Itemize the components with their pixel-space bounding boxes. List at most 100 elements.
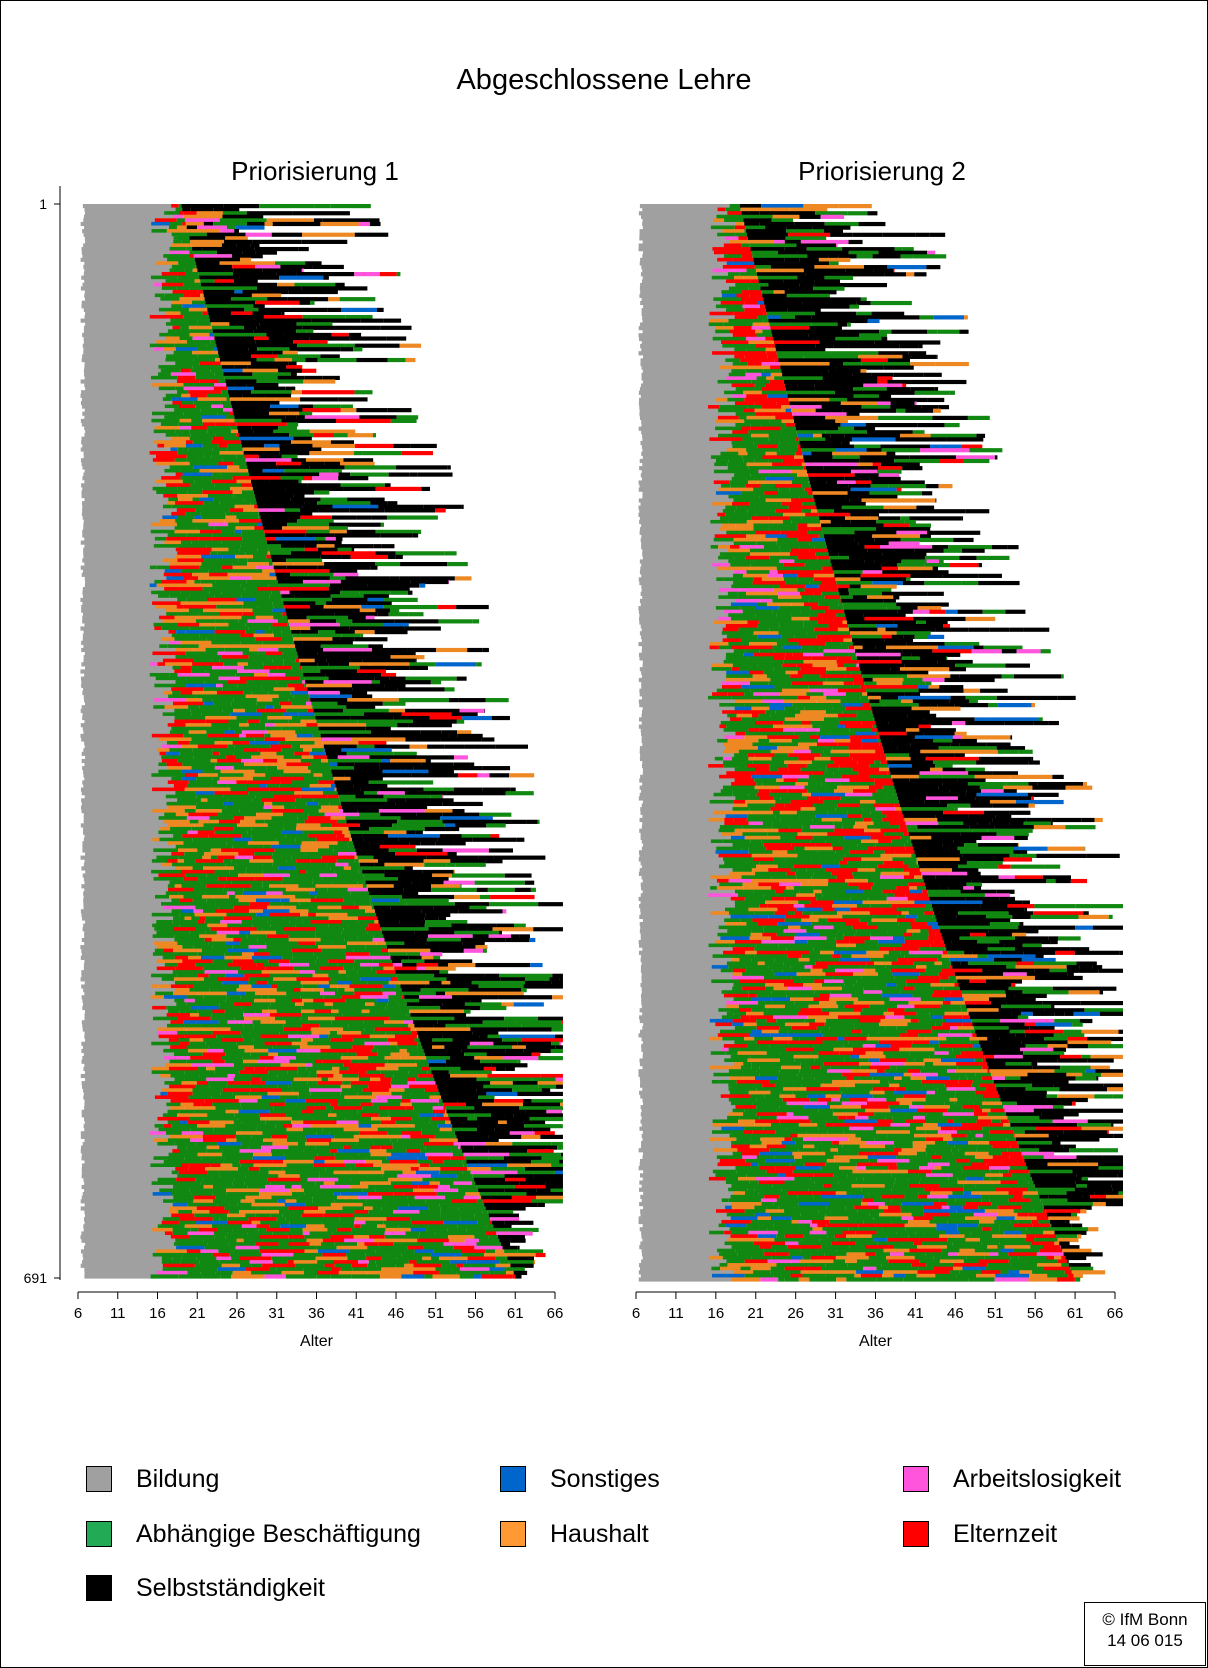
- sequence-row: [642, 878, 1088, 884]
- sequence-row: [642, 315, 968, 320]
- sequence-row: [83, 837, 525, 842]
- sequence-row: [83, 1124, 563, 1129]
- sequence-row: [639, 204, 872, 209]
- sequence-row: [641, 1000, 1123, 1006]
- sequence-row: [641, 972, 1074, 977]
- sequence-row: [84, 698, 509, 703]
- sequence-row: [84, 622, 409, 628]
- sequence-row: [641, 534, 931, 539]
- sequence-row: [81, 791, 534, 796]
- sequence-row: [642, 799, 1064, 805]
- sequence-row: [83, 819, 540, 824]
- sequence-row: [83, 547, 355, 552]
- x-axis-label: Alter: [300, 1333, 334, 1350]
- sequence-row: [639, 616, 996, 622]
- sequence-row: [641, 297, 867, 302]
- sequence-row: [641, 1123, 1114, 1128]
- sequence-row: [84, 1220, 534, 1225]
- sequence-row: [638, 1219, 1070, 1225]
- sequence-row: [640, 1105, 1064, 1110]
- sequence-row: [84, 314, 373, 320]
- sequence-row: [642, 1137, 1100, 1142]
- sequence-row: [641, 545, 1019, 550]
- sequence-row: [639, 904, 1123, 909]
- sequence-row: [642, 221, 886, 227]
- sequence-row: [640, 1194, 1123, 1200]
- sequence-row: [84, 880, 535, 885]
- sequence-row: [641, 265, 941, 270]
- sequence-row: [639, 1227, 1099, 1232]
- sequence-row: [84, 408, 412, 413]
- sequence-row: [641, 451, 896, 456]
- sequence-row: [641, 1047, 1067, 1052]
- sequence-row: [82, 254, 263, 259]
- sequence-row: [639, 286, 845, 291]
- sequence-row: [639, 1126, 1123, 1131]
- x-axis-label: Alter: [859, 1333, 893, 1350]
- sequence-row: [638, 641, 980, 647]
- sequence-row: [639, 828, 1033, 833]
- sequence-row: [84, 536, 343, 542]
- sequence-row: [82, 508, 446, 513]
- sequence-row: [80, 597, 418, 602]
- sequence-row: [641, 634, 945, 639]
- sequence-row: [642, 254, 947, 259]
- sequence-row: [80, 855, 546, 860]
- sequence-row: [641, 975, 1083, 981]
- sequence-row: [641, 1259, 1069, 1264]
- sequence-row: [82, 1141, 563, 1147]
- sequence-row: [642, 275, 854, 280]
- sequence-row: [641, 710, 930, 715]
- sequence-row: [85, 1077, 563, 1082]
- sequence-row: [84, 562, 468, 567]
- sequence-row: [639, 408, 941, 413]
- sequence-row: [81, 390, 373, 395]
- sequence-row: [84, 1159, 563, 1165]
- sequence-row: [81, 1109, 563, 1114]
- sequence-row: [641, 979, 1022, 984]
- sequence-row: [643, 843, 1019, 848]
- sequence-row: [641, 731, 967, 736]
- x-tick-label: 56: [467, 1305, 484, 1322]
- sequence-row: [638, 577, 911, 582]
- sequence-row: [642, 771, 1019, 776]
- sequence-row: [80, 823, 506, 828]
- sequence-row: [642, 1255, 1087, 1261]
- sequence-row: [640, 358, 910, 363]
- sequence-row: [638, 498, 937, 503]
- x-tick-label: 61: [507, 1305, 524, 1322]
- copyright-line-1: © IfM Bonn: [1102, 1610, 1188, 1629]
- sequence-row: [639, 1090, 1047, 1095]
- sequence-row: [638, 505, 935, 510]
- sequence-row: [640, 290, 837, 295]
- sequence-row: [641, 1252, 1103, 1257]
- sequence-row: [84, 468, 342, 474]
- sequence-row: [642, 250, 936, 255]
- sequence-row: [640, 1094, 1123, 1099]
- sequence-row: [638, 677, 995, 683]
- sequence-row: [641, 990, 1104, 995]
- sequence-row: [80, 723, 452, 728]
- sequence-row: [639, 458, 990, 464]
- sequence-row: [81, 1238, 526, 1243]
- sequence-row: [638, 243, 838, 248]
- sequence-row: [640, 728, 956, 733]
- sequence-row: [84, 651, 416, 656]
- sequence-row: [639, 509, 990, 514]
- sequence-row: [640, 1241, 1070, 1246]
- sequence-row: [84, 207, 240, 212]
- sequence-row: [81, 1174, 563, 1179]
- sequence-row: [638, 796, 1034, 801]
- sequence-row: [639, 667, 966, 672]
- sequence-row: [639, 293, 830, 298]
- sequence-row: [83, 877, 449, 882]
- sequence-row: [81, 1152, 563, 1157]
- sequence-row: [640, 774, 1064, 779]
- sequence-row: [80, 540, 342, 545]
- sequence-row: [84, 433, 376, 438]
- sequence-row: [641, 825, 1096, 830]
- sequence-row: [641, 695, 1076, 701]
- sequence-row: [82, 726, 391, 731]
- sequence-row: [638, 1166, 1123, 1171]
- sequence-row: [80, 1149, 554, 1154]
